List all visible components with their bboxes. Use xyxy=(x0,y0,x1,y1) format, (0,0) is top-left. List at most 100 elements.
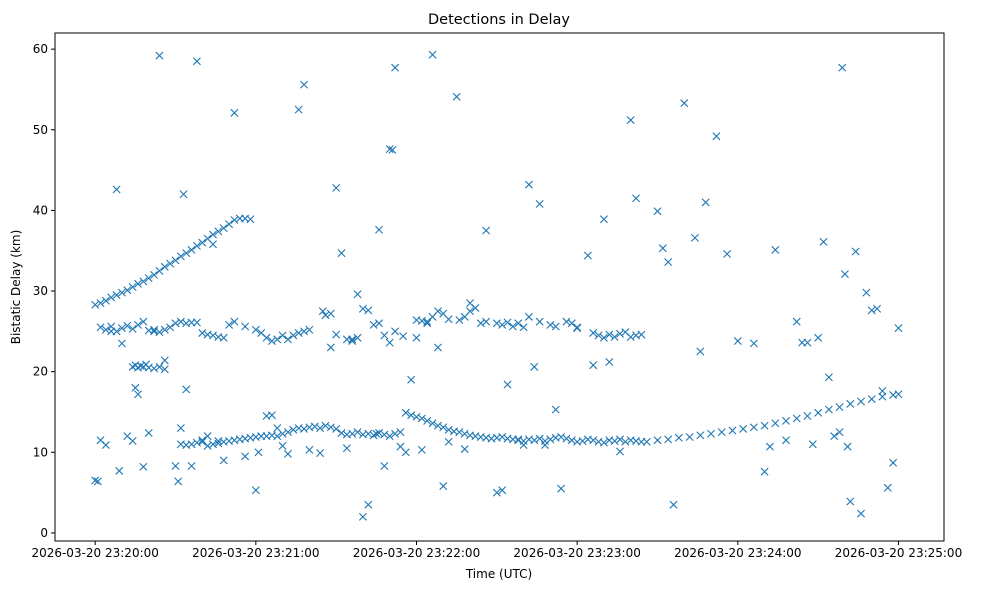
data-point-marker xyxy=(353,290,362,299)
data-point-marker xyxy=(214,437,223,446)
data-point-marker xyxy=(857,397,865,406)
data-point-marker xyxy=(246,215,255,224)
data-point-marker xyxy=(182,249,191,258)
data-point-marker xyxy=(139,317,148,326)
data-point-marker xyxy=(294,105,303,114)
data-point-marker xyxy=(417,445,426,454)
data-point-marker xyxy=(391,429,400,438)
data-point-marker xyxy=(134,279,142,288)
data-point-marker xyxy=(332,424,341,433)
x-tick-label: 2026-03-20 23:20:00 xyxy=(31,546,158,560)
data-point-marker xyxy=(444,425,453,434)
data-point-marker xyxy=(131,383,140,392)
x-axis: 2026-03-20 23:20:00 2026-03-20 23:21:00 20… xyxy=(31,541,962,560)
data-point-marker xyxy=(144,274,153,283)
data-point-marker xyxy=(101,325,110,334)
data-point-marker xyxy=(546,320,555,329)
data-point-marker xyxy=(423,416,432,425)
data-point-marker xyxy=(123,286,132,295)
data-point-marker xyxy=(524,180,533,189)
data-point-marker xyxy=(717,428,726,437)
y-tick-label: 40 xyxy=(33,203,48,217)
data-point-marker xyxy=(375,319,383,328)
data-point-marker xyxy=(412,333,421,342)
data-point-marker xyxy=(358,304,367,313)
data-point-marker xyxy=(283,335,292,344)
data-point-marker xyxy=(782,416,791,425)
data-point-marker xyxy=(353,428,362,437)
data-point-marker xyxy=(391,63,400,72)
data-point-marker xyxy=(838,63,847,72)
data-point-marker xyxy=(171,319,180,328)
data-point-marker xyxy=(873,304,882,313)
data-point-marker xyxy=(300,424,309,433)
data-point-marker xyxy=(857,509,865,518)
data-point-marker xyxy=(289,331,298,340)
data-point-marker xyxy=(305,325,314,334)
data-point-marker xyxy=(318,307,327,316)
data-point-marker xyxy=(889,458,898,467)
data-point-marker xyxy=(573,323,582,332)
data-point-marker xyxy=(364,500,373,509)
data-point-marker xyxy=(278,331,287,340)
data-point-marker xyxy=(765,442,774,451)
data-point-marker xyxy=(728,426,737,435)
data-point-marker xyxy=(589,361,598,370)
x-tick-label: 2026-03-20 23:22:00 xyxy=(353,546,480,560)
data-point-marker xyxy=(176,424,185,433)
data-point-marker xyxy=(824,373,833,382)
data-point-marker xyxy=(476,319,485,328)
data-point-marker xyxy=(482,226,491,235)
y-axis: 0 10 20 30 40 50 60 xyxy=(33,42,55,540)
data-point-marker xyxy=(433,421,442,430)
data-point-marker xyxy=(551,405,560,414)
data-point-marker xyxy=(444,437,453,446)
data-point-marker xyxy=(364,429,373,438)
data-point-marker xyxy=(444,315,453,324)
data-point-marker xyxy=(814,333,823,342)
data-point-marker xyxy=(498,320,507,329)
data-point-marker xyxy=(326,423,335,432)
plot-area-frame xyxy=(54,32,945,542)
data-point-marker xyxy=(337,249,346,258)
data-point-marker xyxy=(616,329,624,338)
data-point-marker xyxy=(364,306,373,315)
data-point-marker xyxy=(123,321,132,330)
data-point-marker xyxy=(594,331,603,340)
data-point-marker xyxy=(808,440,817,449)
data-point-marker xyxy=(524,312,533,321)
data-point-marker xyxy=(155,266,164,275)
data-point-marker xyxy=(782,436,791,445)
data-point-marker xyxy=(530,362,539,371)
data-point-marker xyxy=(139,277,148,286)
data-point-marker xyxy=(305,445,314,454)
data-point-marker xyxy=(455,316,464,325)
data-point-marker xyxy=(112,291,121,300)
data-point-marker xyxy=(214,439,223,448)
data-point-marker xyxy=(316,449,325,458)
data-point-marker xyxy=(187,462,196,470)
x-tick-label: 2026-03-20 23:23:00 xyxy=(513,546,640,560)
data-point-marker xyxy=(107,327,116,336)
data-point-marker xyxy=(187,245,196,254)
data-point-marker xyxy=(862,288,871,297)
data-point-marker xyxy=(760,421,769,430)
data-point-marker xyxy=(192,241,201,250)
data-point-marker xyxy=(466,307,475,316)
y-tick-label: 60 xyxy=(33,42,48,56)
data-point-marker xyxy=(541,441,550,450)
data-point-marker xyxy=(878,387,887,396)
data-point-marker xyxy=(254,448,263,457)
data-point-marker xyxy=(332,330,341,339)
y-tick-label: 10 xyxy=(33,445,48,459)
data-point-marker xyxy=(428,419,437,428)
data-point-marker xyxy=(93,477,102,486)
data-point-marker xyxy=(733,337,742,346)
data-point-marker xyxy=(674,433,683,442)
data-point-marker xyxy=(819,237,828,246)
data-point-marker xyxy=(380,430,389,439)
data-point-marker xyxy=(219,456,228,465)
data-point-marker xyxy=(803,412,812,421)
